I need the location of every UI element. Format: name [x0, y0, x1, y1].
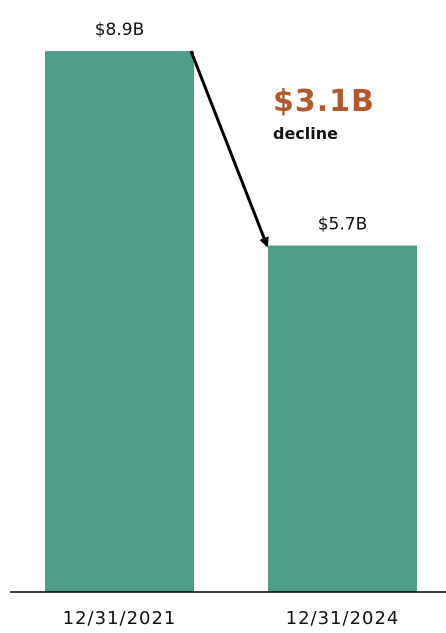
- bars-layer: [45, 51, 417, 593]
- data-label-1: $8.9B: [95, 20, 145, 40]
- x-tick-label-2: 12/31/2024: [286, 608, 400, 629]
- data-label-2: $5.7B: [318, 215, 368, 235]
- bar-2: [268, 245, 417, 593]
- bar-1: [45, 51, 194, 593]
- decline-amount-label: $3.1B: [273, 84, 375, 119]
- value-labels-layer: $8.9B $5.7B: [95, 20, 368, 234]
- tick-labels-layer: 12/31/2021 12/31/2024: [63, 608, 400, 629]
- decline-text-label: decline: [273, 124, 338, 143]
- decline-arrow: [189, 50, 269, 248]
- x-tick-label-1: 12/31/2021: [63, 608, 177, 629]
